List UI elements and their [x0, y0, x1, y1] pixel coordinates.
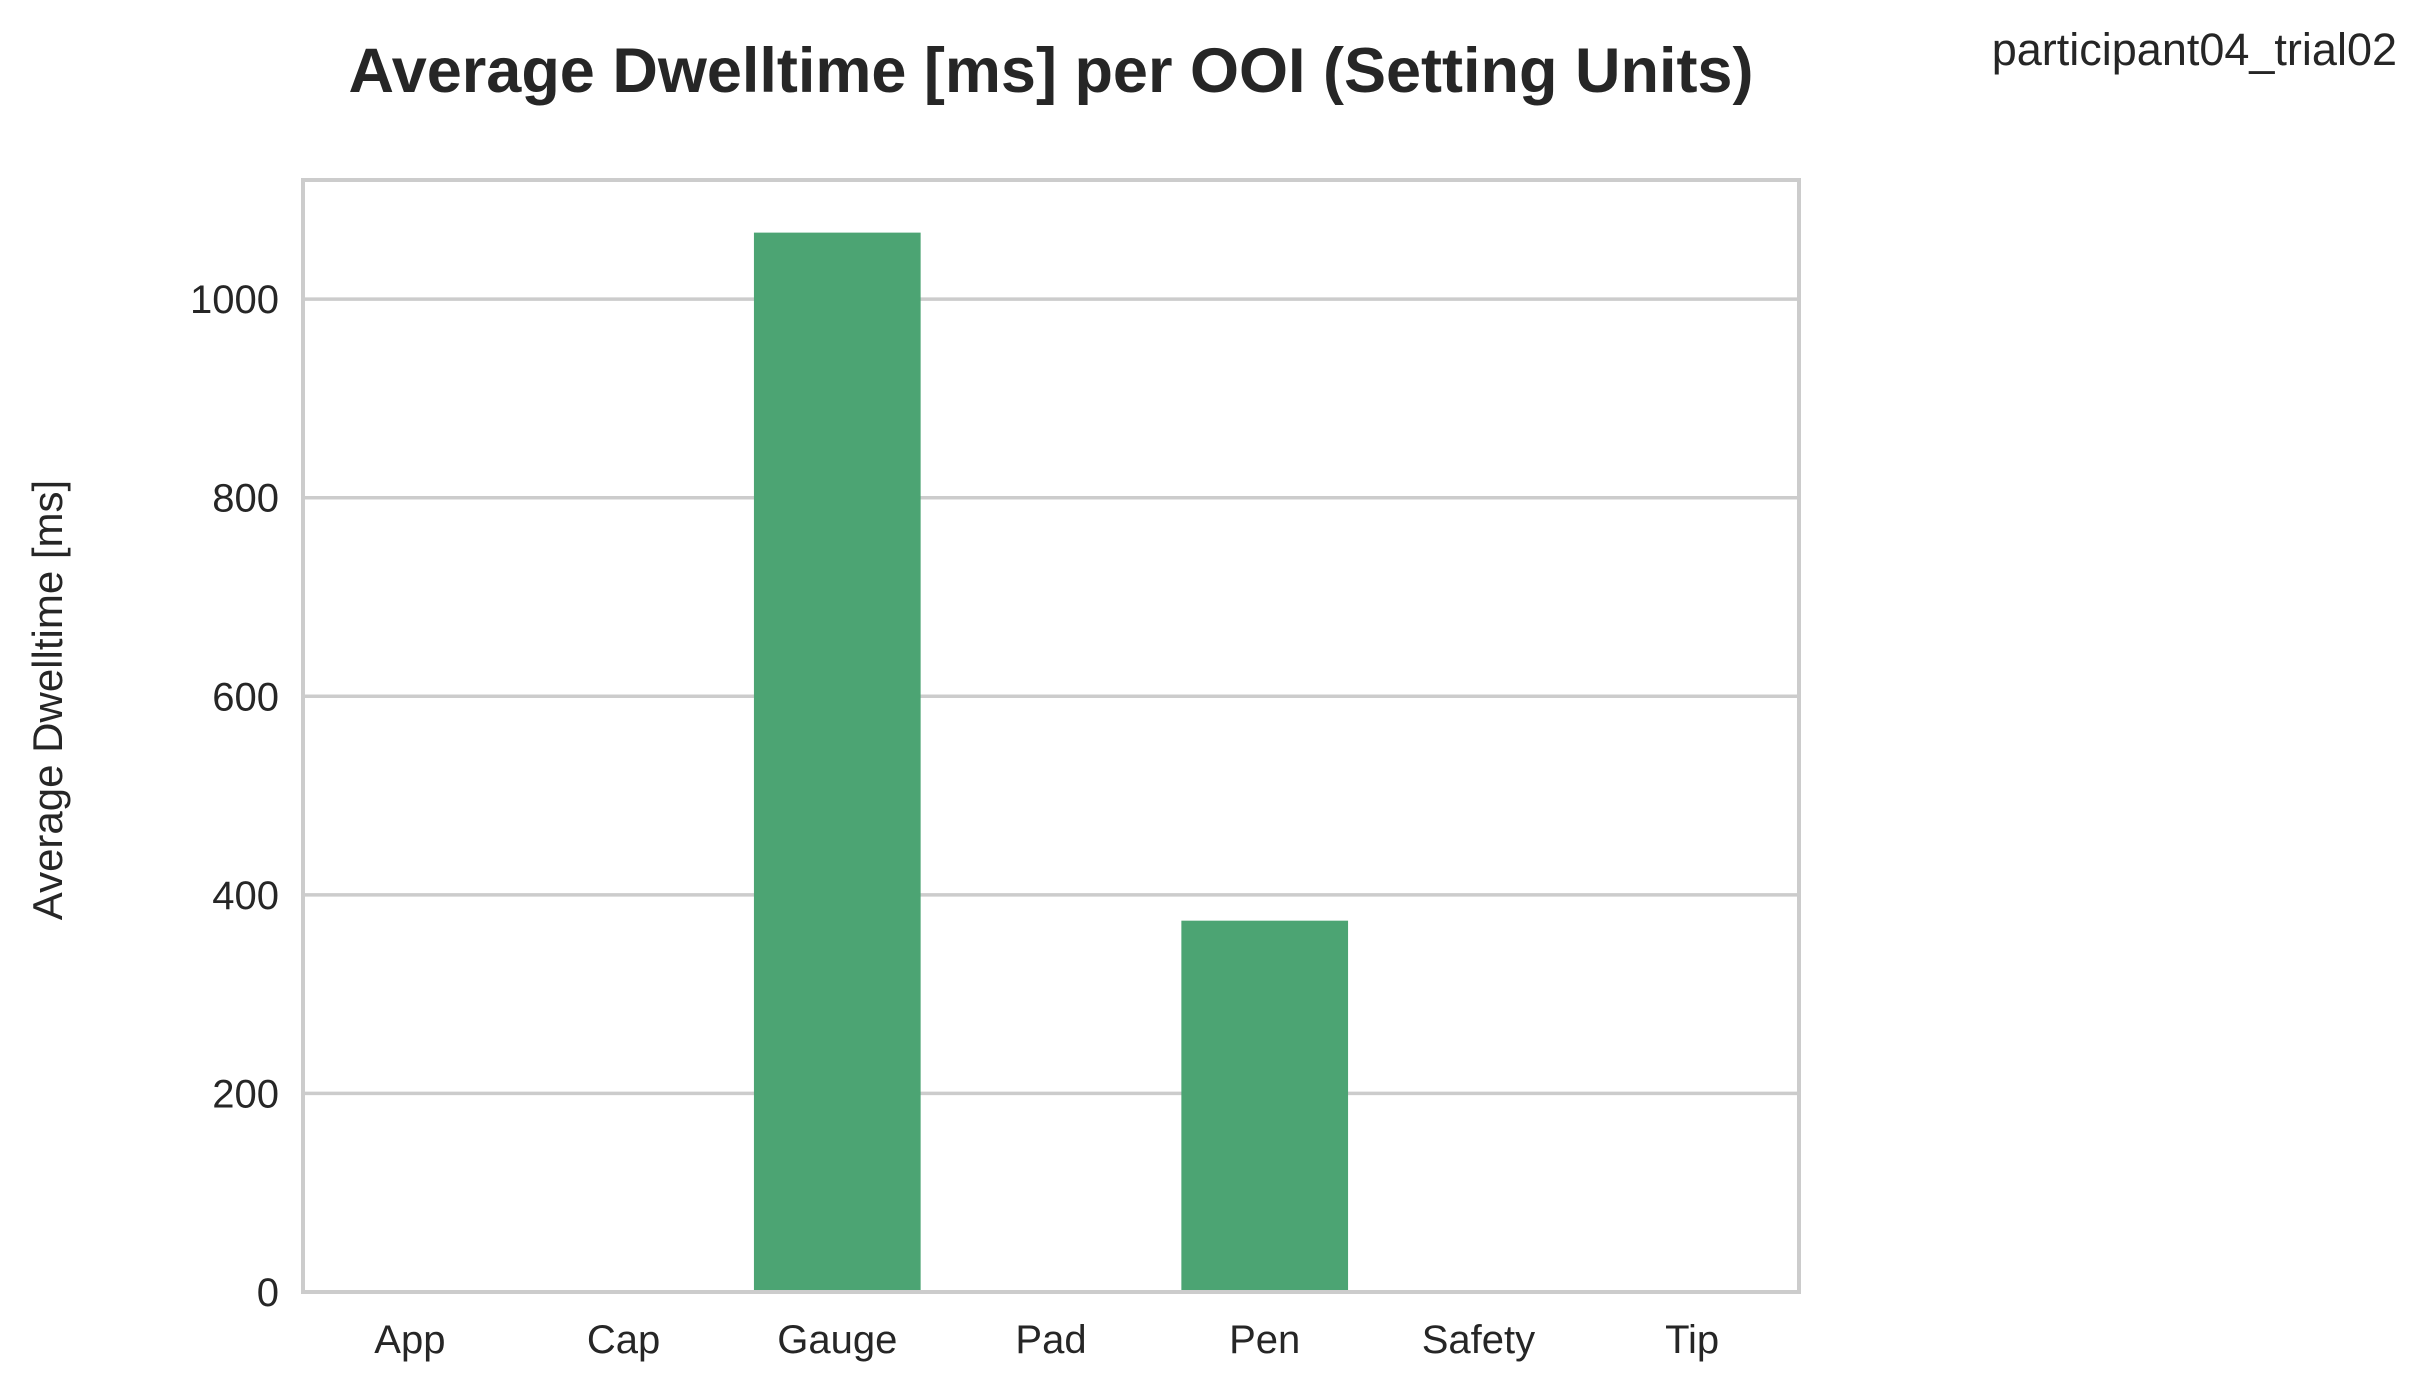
x-tick-label-safety: Safety: [1422, 1318, 1535, 1362]
x-tick-label-tip: Tip: [1665, 1318, 1719, 1362]
y-tick-labels: 0 200 400 600 800 1000: [190, 278, 279, 1315]
y-tick-label: 600: [212, 675, 279, 719]
x-tick-labels: App Cap Gauge Pad Pen Safety Tip: [374, 1318, 1719, 1362]
bar-gauge: [753, 232, 921, 1292]
x-tick-label-pen: Pen: [1229, 1318, 1300, 1362]
y-tick-label: 0: [257, 1271, 279, 1315]
y-tick-label: 1000: [190, 278, 279, 322]
y-tick-label: 800: [212, 477, 279, 521]
x-tick-label-cap: Cap: [587, 1318, 660, 1362]
y-axis-label: Average Dwelltime [ms]: [24, 480, 71, 920]
y-tick-label: 400: [212, 874, 279, 918]
gridlines: [303, 297, 1799, 1096]
y-tick-label: 200: [212, 1072, 279, 1116]
x-tick-label-pad: Pad: [1015, 1318, 1086, 1362]
x-tick-label-gauge: Gauge: [777, 1318, 897, 1362]
x-tick-label-app: App: [374, 1318, 445, 1362]
chart-title: Average Dwelltime [ms] per OOI (Setting …: [349, 36, 1754, 106]
participant-trial-label: participant04_trial02: [1992, 24, 2397, 75]
plot-frame: [301, 178, 1801, 1294]
bar-pen: [1181, 920, 1349, 1292]
bars: [753, 232, 1349, 1292]
